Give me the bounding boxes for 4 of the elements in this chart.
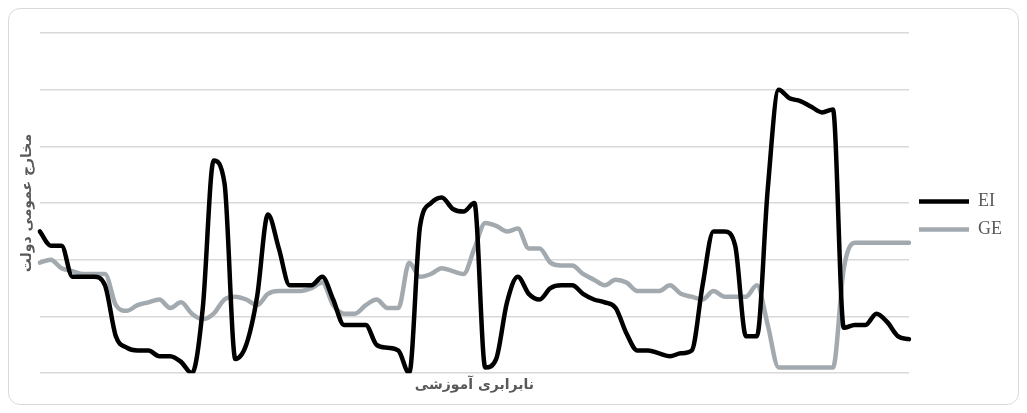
legend-label: GE — [978, 218, 1003, 239]
x-axis-title: نابرابری آموزشی — [414, 375, 534, 394]
legend-label: EI — [978, 190, 996, 211]
y-axis-title: مخارج عمومی دولت — [18, 133, 36, 273]
